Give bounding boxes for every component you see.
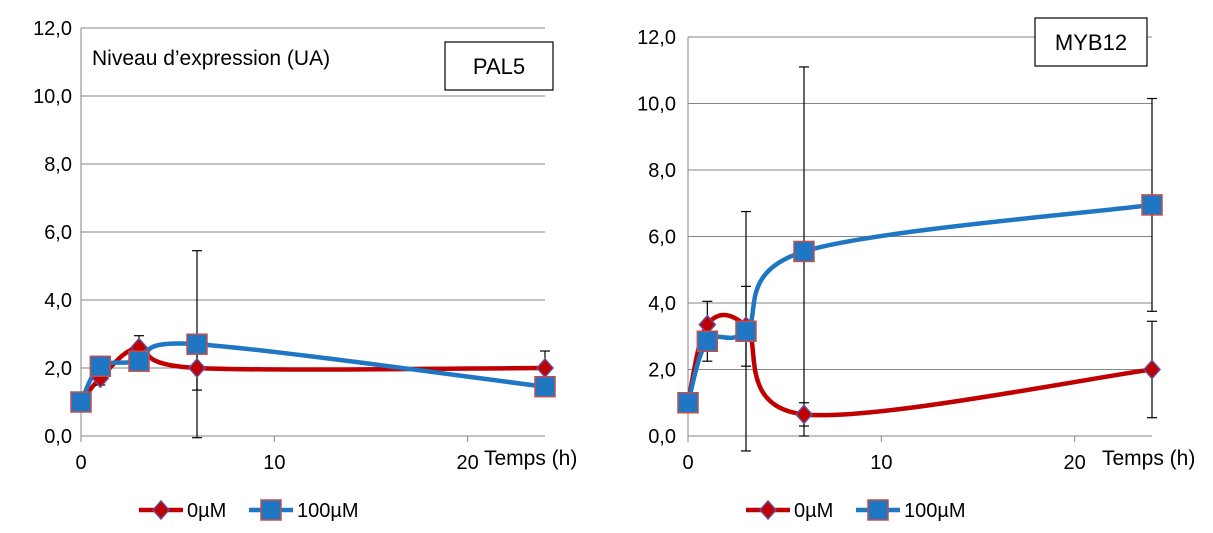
legend-label: 0µM <box>187 500 226 522</box>
y-tick-label: 10,0 <box>637 94 676 116</box>
gene-label-box <box>1034 17 1148 67</box>
legend-marker-diamond <box>758 499 778 521</box>
y-tick-label: 0,0 <box>648 426 676 448</box>
legend-item: 0µM <box>139 499 226 522</box>
chart-panel-myb12: 0,0 2,0 4,0 6,0 8,0 10,0 12,0 0 10 20 Temps (h) MYB… <box>637 17 1195 522</box>
gene-label: PAL5 <box>473 54 525 79</box>
data-point-diamond <box>794 404 814 425</box>
y-tick-label: 12,0 <box>33 18 72 40</box>
data-point-square <box>735 320 757 343</box>
series-line-0 <box>685 312 1155 418</box>
x-tick-label: 0 <box>682 452 693 474</box>
data-point-diamond <box>187 357 207 379</box>
data-point-square <box>89 355 112 378</box>
legend-label: 100µM <box>904 500 966 522</box>
x-tick-label: 0 <box>75 452 86 474</box>
legend-item: 100µM <box>249 499 359 522</box>
x-tick-label: 10 <box>263 452 285 474</box>
legend-label: 0µM <box>794 500 833 522</box>
legend: 0µM 100µM <box>139 499 359 522</box>
y-tick-label: 8,0 <box>648 160 676 182</box>
chart-panel-pal5: 0,0 2,0 4,0 6,0 8,0 10,0 12,0 0 10 20 Temps (h) Niv… <box>33 18 577 522</box>
y-tick-label: 2,0 <box>648 360 676 382</box>
data-point-square <box>696 330 719 352</box>
x-axis-label: Temps (h) <box>1102 447 1195 470</box>
data-point-square <box>677 392 699 414</box>
y-tick-label: 4,0 <box>648 293 676 315</box>
legend-item: 100µM <box>856 499 966 522</box>
x-tick-label: 20 <box>1064 452 1086 474</box>
legend-marker-square <box>867 499 889 521</box>
data-point-square <box>793 240 815 263</box>
x-axis-label: Temps (h) <box>484 447 577 470</box>
legend-marker-square <box>260 499 282 521</box>
legend-label: 100µM <box>297 500 359 522</box>
data-point-diamond <box>1142 359 1162 380</box>
y-tick-label: 4,0 <box>44 290 72 312</box>
data-point-diamond <box>535 357 555 379</box>
gene-label: MYB12 <box>1055 30 1127 55</box>
data-point-square <box>70 391 92 413</box>
x-tick-label: 20 <box>457 452 479 474</box>
x-tick-label: 10 <box>870 452 892 474</box>
y-tick-label: 2,0 <box>44 358 72 380</box>
y-tick-label: 8,0 <box>44 154 72 176</box>
y-tick-label: 0,0 <box>44 426 72 448</box>
y-axis-annotation: Niveau d’expression (UA) <box>92 47 330 70</box>
data-point-square <box>186 333 208 355</box>
legend-item: 0µM <box>746 499 833 522</box>
series-line-1 <box>78 341 548 405</box>
y-tick-label: 10,0 <box>33 86 72 108</box>
y-tick-label: 12,0 <box>637 27 676 49</box>
legend-marker-diamond <box>151 499 171 521</box>
data-point-square <box>1141 194 1163 216</box>
data-point-square <box>128 350 150 372</box>
legend: 0µM 100µM <box>746 499 966 522</box>
y-tick-label: 6,0 <box>44 222 72 244</box>
data-point-square <box>534 375 556 398</box>
gene-label-box <box>444 41 554 91</box>
y-tick-label: 6,0 <box>648 227 676 249</box>
